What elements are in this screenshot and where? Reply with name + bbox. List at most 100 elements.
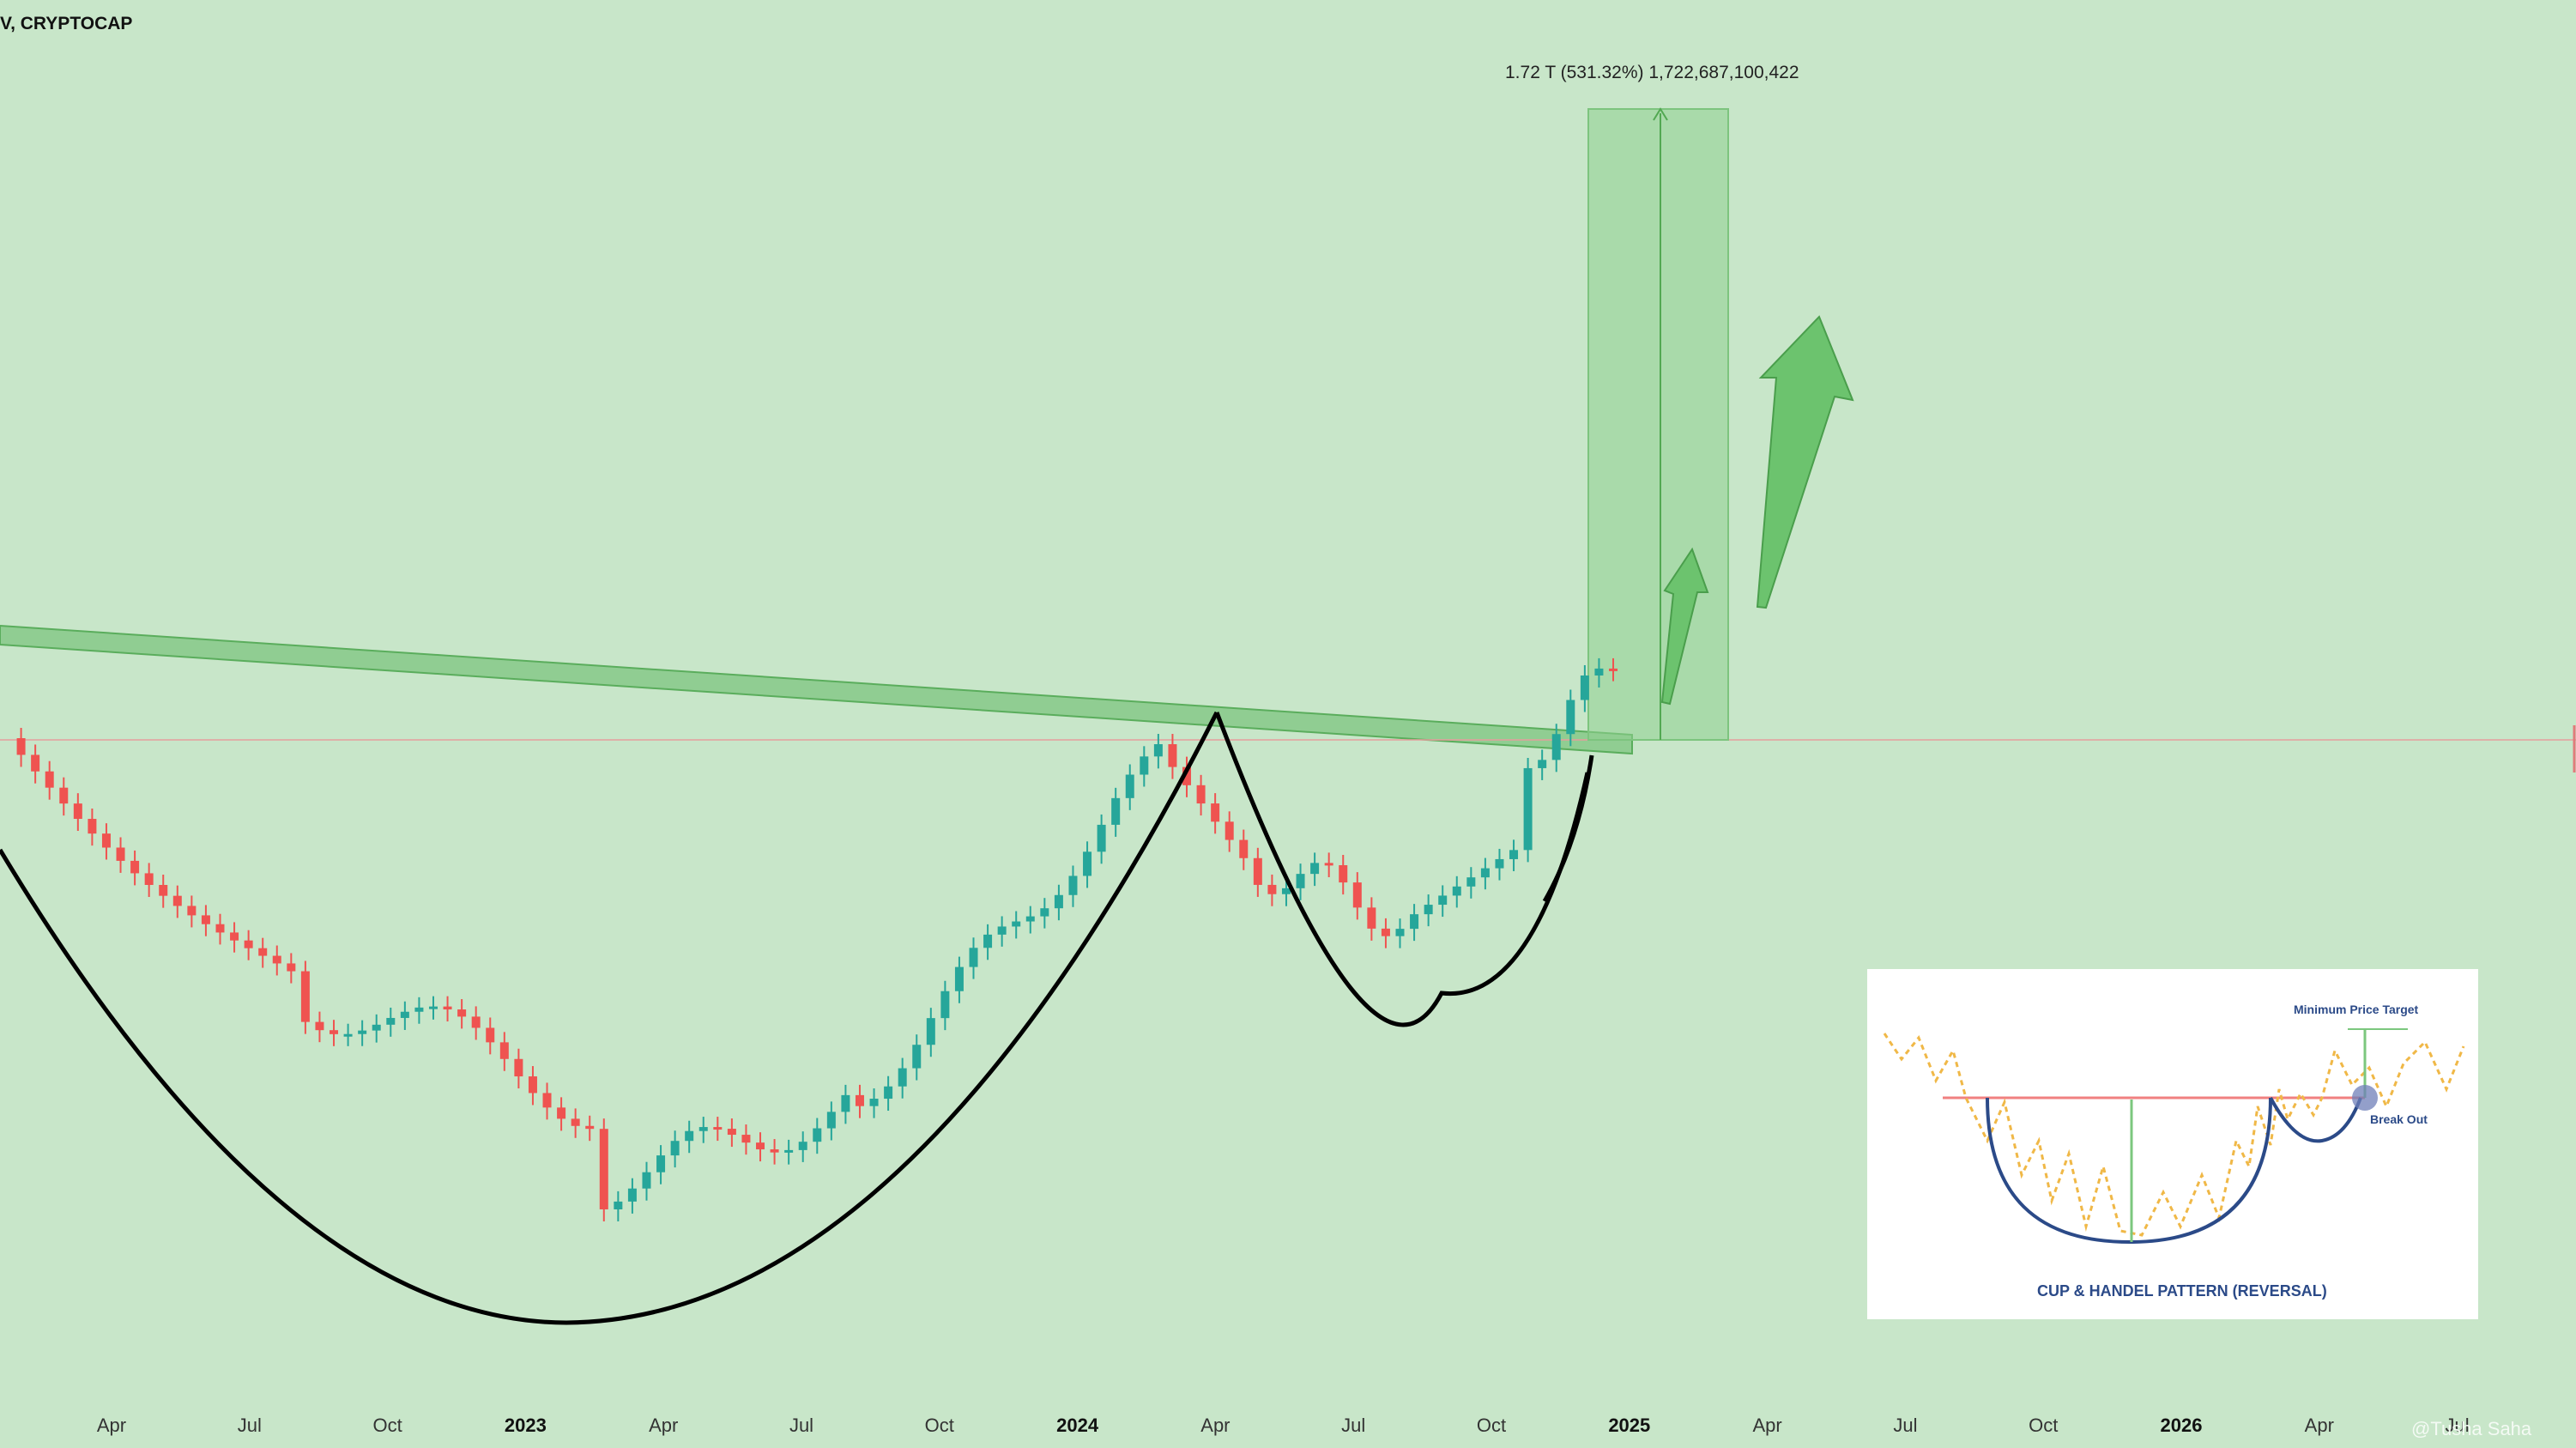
candle-body [1381, 928, 1390, 936]
measure-arrow-head [1653, 107, 1668, 121]
x-tick-label: Apr [1752, 1415, 1781, 1436]
candle-body [1609, 668, 1618, 671]
candle-body [1367, 907, 1376, 929]
candle-body [130, 860, 140, 874]
candle-body [1040, 908, 1049, 917]
x-tick-label: Jul [238, 1415, 262, 1436]
candle-body [514, 1058, 523, 1077]
candle-body [741, 1135, 751, 1143]
candle-body [1140, 756, 1149, 775]
candle-body [784, 1149, 794, 1153]
candle-body [315, 1021, 324, 1031]
inset-min-target-label: Minimum Price Target [2294, 1003, 2419, 1016]
candle-body [756, 1142, 765, 1150]
candle-body [698, 1127, 708, 1131]
candle-body [386, 1017, 396, 1025]
candle-body [330, 1030, 339, 1034]
candle-body [201, 915, 210, 924]
candle-body [45, 771, 54, 788]
candle-body [1111, 797, 1121, 825]
candle-body [31, 754, 40, 772]
candle-body [1438, 895, 1448, 906]
inset-caption: CUP & HANDEL PATTERN (REVERSAL) [2037, 1282, 2327, 1300]
x-tick-label: Jul [1341, 1415, 1365, 1436]
candle-body [884, 1086, 893, 1100]
candle-body [116, 847, 125, 861]
candle-body [144, 873, 154, 886]
candle-body [372, 1024, 381, 1031]
candle-body [1410, 914, 1419, 930]
candle-body [642, 1172, 651, 1189]
candle-body [585, 1125, 595, 1130]
candle-body [215, 924, 225, 933]
candle-body [685, 1130, 694, 1142]
candle-body [1310, 863, 1320, 875]
candle-body [1296, 874, 1305, 888]
x-tick-label: Oct [1477, 1415, 1506, 1436]
candle-body [813, 1128, 822, 1142]
x-tick-label: Oct [925, 1415, 954, 1436]
candle-body [798, 1142, 807, 1150]
candle-body [1054, 894, 1063, 909]
x-tick-label: Apr [2305, 1415, 2334, 1436]
candle-body [1324, 863, 1333, 866]
x-tick-label: 2025 [1608, 1415, 1650, 1436]
ticker-label: V, CRYPTOCAP [0, 14, 133, 33]
candle-body [1480, 868, 1490, 878]
resistance-trendline-band [0, 624, 1633, 755]
candle-body [244, 940, 253, 948]
candle-body [1424, 905, 1433, 915]
candle-body [1594, 668, 1604, 676]
candle-body [1580, 675, 1589, 700]
candle-body [428, 1006, 438, 1009]
candle-body [1225, 821, 1234, 840]
candle-body [670, 1141, 680, 1156]
handle-curve [1214, 712, 1590, 1027]
candle-body [983, 934, 993, 948]
candle-body [826, 1112, 836, 1129]
candle-body [300, 971, 310, 1022]
candle-body [713, 1127, 723, 1130]
candle-body [1551, 734, 1561, 760]
inset-cup-curve [1986, 1097, 2272, 1245]
candle-body [272, 955, 281, 964]
x-tick-label: Oct [2029, 1415, 2058, 1436]
candle-body [1395, 929, 1405, 936]
candle-body [1466, 877, 1476, 887]
candle-body [1025, 916, 1035, 922]
candle-body [414, 1007, 424, 1012]
candle-body [542, 1093, 552, 1108]
candle-body [1566, 700, 1575, 735]
candle-body [1068, 875, 1078, 895]
candle-body [1253, 857, 1262, 885]
x-tick-label: Oct [372, 1415, 402, 1436]
candle-body [400, 1011, 409, 1018]
large-up-arrow [1756, 315, 1854, 609]
measure-label: 1.72 T (531.32%) 1,722,687,100,422 [1505, 63, 1799, 82]
x-tick-label: Jul [2446, 1415, 2470, 1436]
candle-body [770, 1149, 779, 1153]
candle-body [855, 1094, 864, 1106]
x-tick-label: Apr [649, 1415, 678, 1436]
candle-body [1097, 824, 1106, 852]
candle-body [528, 1076, 537, 1094]
candle-body [1182, 766, 1192, 785]
candle-body [486, 1027, 495, 1043]
candle-body [159, 885, 168, 896]
candle-body [1352, 882, 1362, 908]
author-watermark: @Tusha Saha [2411, 1418, 2532, 1439]
candle-body [1339, 864, 1348, 883]
candle-body [1196, 785, 1206, 804]
candle-body [954, 966, 964, 991]
candle-body [1538, 760, 1547, 768]
candle-body [1239, 839, 1249, 858]
x-tick-label: 2023 [505, 1415, 547, 1436]
candle-body [1211, 803, 1220, 822]
x-tick-label: Apr [97, 1415, 126, 1436]
x-axis: Apr Jul Oct 2023 Apr Jul Oct 2024 Apr Jul Oct 2025 A… [97, 1415, 2470, 1436]
candle-body [287, 963, 296, 972]
candle-body [1281, 888, 1291, 894]
measure-box [1587, 108, 1729, 741]
